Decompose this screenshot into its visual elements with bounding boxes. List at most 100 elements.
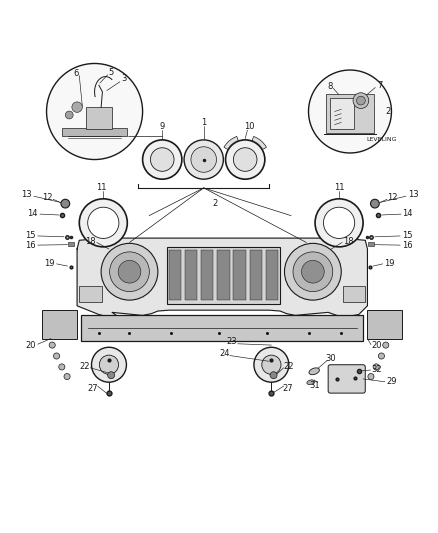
Bar — [217, 251, 230, 300]
Text: 6: 6 — [74, 69, 79, 78]
FancyBboxPatch shape — [328, 365, 365, 393]
Circle shape — [101, 244, 158, 300]
Circle shape — [64, 374, 70, 379]
Bar — [86, 107, 112, 129]
Bar — [250, 251, 262, 300]
Text: 11: 11 — [334, 183, 344, 192]
Circle shape — [191, 147, 216, 172]
Wedge shape — [224, 136, 238, 149]
Text: 8: 8 — [328, 82, 333, 91]
Circle shape — [88, 207, 119, 238]
Bar — [185, 251, 197, 300]
Circle shape — [118, 261, 141, 283]
Circle shape — [262, 355, 281, 374]
Circle shape — [270, 372, 277, 379]
Text: 31: 31 — [310, 381, 320, 390]
Bar — [266, 251, 278, 300]
Circle shape — [79, 199, 127, 247]
Circle shape — [110, 252, 149, 292]
Text: 1: 1 — [201, 118, 206, 127]
Circle shape — [92, 348, 127, 382]
Circle shape — [383, 342, 389, 348]
Text: 2: 2 — [386, 107, 391, 116]
Text: 14: 14 — [403, 209, 413, 218]
Bar — [166, 247, 280, 304]
Text: 2: 2 — [212, 199, 217, 208]
Text: 3: 3 — [122, 74, 127, 83]
Text: LEVELING: LEVELING — [367, 138, 397, 142]
Bar — [368, 242, 374, 246]
Text: 7: 7 — [377, 81, 382, 90]
Bar — [367, 310, 403, 338]
Circle shape — [373, 364, 379, 370]
Text: 18: 18 — [85, 237, 95, 246]
Circle shape — [323, 207, 355, 238]
Text: 27: 27 — [87, 384, 98, 393]
Circle shape — [184, 140, 223, 179]
Text: 14: 14 — [27, 209, 37, 218]
Text: 15: 15 — [25, 231, 35, 239]
Text: 30: 30 — [325, 354, 336, 362]
Text: 20: 20 — [372, 342, 382, 351]
Bar — [79, 286, 102, 302]
Circle shape — [143, 140, 182, 179]
Circle shape — [308, 70, 392, 153]
Bar — [62, 128, 127, 135]
Circle shape — [49, 342, 55, 348]
Text: 22: 22 — [79, 361, 90, 370]
Text: 15: 15 — [403, 231, 413, 239]
Bar — [81, 314, 363, 341]
Text: 12: 12 — [388, 193, 398, 202]
Circle shape — [371, 199, 379, 208]
Text: 20: 20 — [25, 341, 35, 350]
Text: 5: 5 — [109, 68, 114, 77]
Circle shape — [61, 199, 70, 208]
Text: 24: 24 — [219, 349, 230, 358]
Circle shape — [46, 63, 143, 159]
Text: 13: 13 — [408, 190, 419, 199]
Circle shape — [293, 252, 333, 292]
Text: 16: 16 — [403, 241, 413, 250]
Circle shape — [285, 244, 341, 300]
Text: 9: 9 — [159, 122, 165, 131]
Circle shape — [108, 372, 115, 379]
Circle shape — [226, 140, 265, 179]
Text: 29: 29 — [386, 377, 397, 386]
Bar — [68, 242, 74, 246]
Ellipse shape — [307, 380, 314, 384]
Circle shape — [301, 261, 324, 283]
Circle shape — [65, 111, 73, 119]
Bar — [343, 286, 365, 302]
Text: 22: 22 — [284, 361, 294, 370]
Circle shape — [53, 353, 60, 359]
Circle shape — [357, 96, 365, 105]
Text: 13: 13 — [21, 190, 32, 199]
Circle shape — [72, 102, 82, 112]
Bar — [42, 310, 77, 338]
Bar — [330, 99, 354, 129]
Bar — [326, 94, 374, 133]
Circle shape — [150, 148, 174, 171]
Circle shape — [233, 148, 257, 171]
Circle shape — [315, 199, 363, 247]
Polygon shape — [77, 238, 367, 317]
Text: 16: 16 — [25, 241, 35, 250]
Bar — [169, 251, 181, 300]
Text: 19: 19 — [44, 259, 55, 268]
Text: 10: 10 — [244, 122, 255, 131]
Circle shape — [378, 353, 385, 359]
Bar — [201, 251, 213, 300]
Text: 18: 18 — [343, 237, 354, 246]
Ellipse shape — [309, 368, 319, 375]
Text: 11: 11 — [96, 183, 106, 192]
Text: 27: 27 — [283, 384, 293, 393]
Text: 19: 19 — [384, 259, 395, 268]
Circle shape — [99, 355, 119, 374]
Text: 12: 12 — [42, 193, 53, 202]
Circle shape — [368, 374, 374, 379]
Circle shape — [254, 348, 289, 382]
Text: 32: 32 — [371, 365, 381, 374]
Circle shape — [59, 364, 65, 370]
Bar — [233, 251, 246, 300]
Wedge shape — [252, 136, 266, 149]
